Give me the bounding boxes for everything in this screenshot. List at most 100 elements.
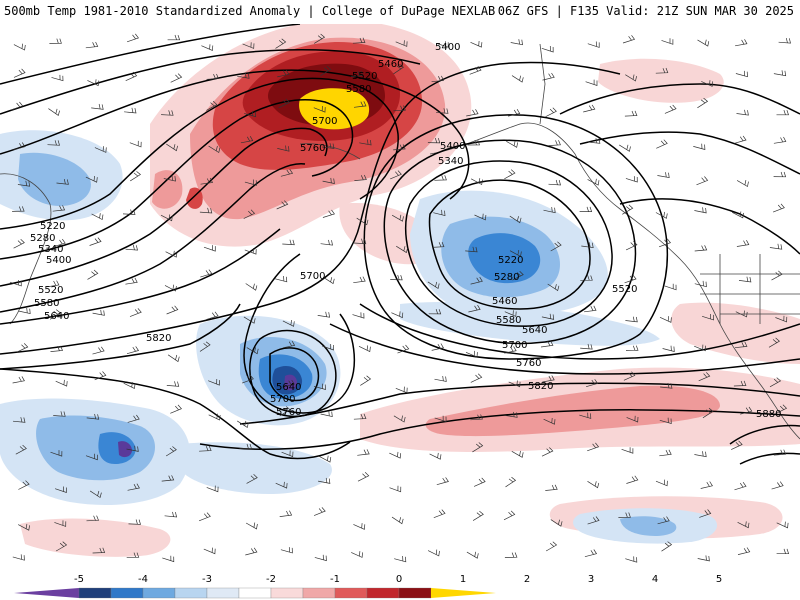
wind-barb: [586, 379, 599, 388]
wind-barb: [436, 477, 449, 486]
wind-barb: [581, 242, 594, 249]
colorbar-segment: [174, 587, 208, 599]
wind-barb: [543, 417, 556, 425]
wind-barb: [86, 515, 100, 522]
contour-label: 5400: [46, 255, 71, 266]
wind-barb: [89, 490, 102, 499]
colorbar-label: -2: [266, 574, 276, 585]
wind-barb: [584, 549, 598, 558]
wind-barb: [360, 375, 372, 386]
wind-barb: [246, 347, 259, 355]
wind-barb: [16, 343, 29, 353]
wind-barb: [470, 276, 483, 285]
wind-barb: [357, 449, 370, 456]
wind-barb: [659, 316, 672, 323]
wind-barb: [427, 281, 440, 289]
wind-barb: [625, 74, 637, 82]
wind-barb: [13, 239, 25, 249]
wind-barb: [621, 447, 634, 454]
wind-barb: [356, 217, 369, 226]
wind-barb: [436, 108, 449, 114]
contour-label: 5760: [276, 407, 301, 418]
colorbar-label: 2: [523, 574, 531, 585]
wind-barb: [548, 140, 561, 146]
wind-barb: [320, 410, 333, 418]
wind-barb: [470, 414, 483, 421]
wind-barb: [18, 480, 30, 490]
wind-barb: [206, 73, 219, 80]
wind-barb: [698, 372, 711, 382]
wind-barb: [314, 33, 326, 44]
wind-barb: [92, 309, 105, 316]
wind-barb: [48, 108, 60, 116]
wind-barb: [13, 43, 26, 51]
wind-barb: [122, 209, 136, 215]
model-run-info: 06Z GFS | F135 Valid: 21Z SUN MAR 30 202…: [497, 4, 794, 18]
wind-barb: [625, 240, 638, 251]
wind-barb: [542, 72, 555, 81]
colorbar-segment: [302, 587, 336, 599]
wind-barb: [776, 521, 789, 529]
wind-barb: [587, 41, 600, 48]
wind-barb: [740, 406, 753, 415]
wind-barb: [55, 541, 68, 552]
wind-barb: [734, 135, 747, 144]
contour-label: 5340: [438, 156, 463, 167]
wind-barb: [322, 209, 335, 218]
wind-barb: [662, 345, 675, 352]
wind-barb: [773, 70, 787, 77]
wind-barb: [393, 415, 406, 423]
colorbar-label: 4: [651, 574, 659, 585]
wind-barb: [542, 375, 555, 383]
wind-barb: [200, 269, 213, 278]
wind-barbs: [9, 33, 791, 563]
wind-barb: [280, 169, 294, 177]
wind-barb: [580, 343, 593, 350]
colorbar-strip: [14, 587, 496, 599]
wind-barb: [470, 178, 483, 186]
contour-label: 5220: [498, 255, 523, 266]
wind-barb: [550, 519, 563, 527]
wind-barb: [49, 38, 62, 44]
wind-barb: [472, 510, 484, 521]
wind-barb: [624, 274, 637, 284]
wind-barb: [129, 308, 142, 317]
wind-barb: [357, 472, 370, 482]
wind-barb: [776, 109, 789, 116]
wind-barb: [434, 415, 447, 423]
wind-barb: [503, 510, 516, 521]
contour-label: 5640: [276, 382, 301, 393]
wind-barb: [12, 417, 26, 423]
wind-barb: [776, 548, 790, 555]
wind-barb: [622, 204, 634, 215]
wind-barb: [161, 475, 175, 482]
wind-barb: [281, 450, 294, 458]
wind-barb: [208, 145, 221, 154]
wind-barb: [699, 509, 712, 518]
wind-barb: [664, 104, 677, 114]
wind-barb: [389, 451, 402, 459]
wind-barb: [397, 344, 410, 354]
wind-barb: [201, 44, 214, 52]
wind-barb: [208, 413, 221, 421]
wind-barb: [86, 413, 100, 420]
wind-barb: [353, 413, 367, 420]
wind-barb: [393, 63, 405, 75]
wind-barb: [504, 346, 517, 354]
wind-barb: [322, 143, 335, 149]
colorbar-label: -1: [330, 574, 340, 585]
wind-barb: [473, 477, 486, 487]
colorbar-label: 1: [459, 574, 467, 585]
wind-barb: [241, 374, 254, 384]
wind-barb: [206, 485, 219, 493]
wind-barb: [587, 138, 601, 144]
wind-barb: [427, 137, 441, 144]
wind-barb: [509, 249, 522, 257]
wind-barb: [545, 484, 558, 491]
wind-barb: [768, 337, 780, 348]
wind-barb: [736, 240, 750, 247]
colorbar-label: 5: [715, 574, 723, 585]
wind-barb: [85, 175, 98, 183]
wind-barb: [510, 39, 523, 46]
wind-barb: [54, 486, 67, 493]
